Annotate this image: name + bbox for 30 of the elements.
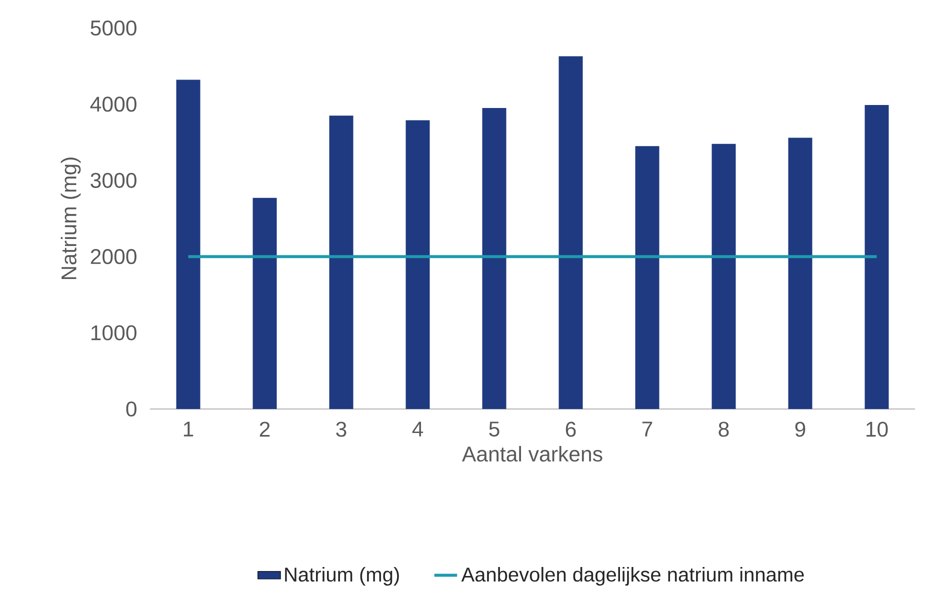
bar [864,104,889,409]
bar [558,56,583,409]
x-tick-label: 8 [718,422,729,437]
legend-label: Aanbevolen dagelijkse natrium inname [461,566,804,586]
bar [635,146,660,409]
bar [329,116,354,409]
legend-label: Natrium (mg) [285,566,399,586]
bar [712,144,736,409]
y-tick-label: 5000 [90,20,136,36]
bar [176,80,200,409]
x-tick-label: 10 [866,422,888,437]
y-axis-title: Natrium (mg) [60,158,81,279]
bar [252,198,277,409]
y-tick-label: 1000 [91,325,136,340]
bar [482,108,506,409]
y-tick-label: 0 [126,401,136,417]
y-tick-label: 3000 [90,172,136,188]
x-tick-label: 2 [260,422,270,437]
x-tick-label: 1 [184,422,194,436]
y-tick-label: 4000 [90,96,136,112]
x-tick-label: 5 [489,422,500,437]
x-tick-label: 7 [642,422,652,436]
x-axis-title: Aantal varkens [462,446,602,462]
x-tick-label: 9 [795,422,806,437]
y-tick-label: 2000 [90,249,136,264]
x-tick-label: 4 [412,422,424,436]
x-tick-label: 3 [336,422,346,437]
x-tick-label: 6 [566,422,576,437]
bar [788,138,812,409]
bar [406,120,430,409]
